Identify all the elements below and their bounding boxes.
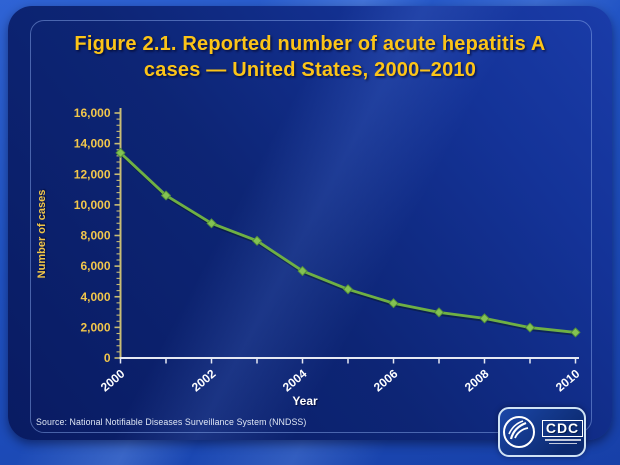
- y-axis-title: Number of cases: [36, 189, 48, 279]
- y-tick-label: 2,000: [80, 320, 110, 334]
- data-point-marker: [160, 190, 172, 201]
- data-point-marker: [433, 307, 445, 318]
- x-tick-label: 2000: [98, 366, 128, 394]
- y-tick-label: 0: [104, 351, 111, 365]
- hhs-seal-icon: [502, 416, 535, 448]
- y-tick-label: 10,000: [74, 198, 111, 212]
- y-tick-label: 8,000: [80, 229, 110, 243]
- y-tick-label: 6,000: [80, 259, 110, 273]
- data-point-marker: [342, 284, 354, 295]
- source-note: Source: National Notifiable Diseases Sur…: [36, 417, 307, 427]
- data-point-marker: [524, 322, 536, 333]
- x-tick-label: 2004: [280, 366, 310, 394]
- data-point-marker: [297, 265, 308, 277]
- x-tick-label: 2006: [371, 366, 401, 394]
- cdc-logo-text: CDC: [541, 420, 584, 437]
- data-point-marker: [115, 147, 126, 158]
- data-point-marker: [251, 235, 263, 246]
- x-tick-label: 2010: [553, 366, 583, 394]
- content-frame: [30, 20, 592, 433]
- x-tick-label: 2002: [189, 366, 219, 394]
- y-tick-label: 4,000: [80, 290, 110, 304]
- y-tick-label: 12,000: [74, 167, 111, 181]
- series-line-shadow: [120, 153, 577, 336]
- chart-title-line-1: Figure 2.1. Reported number of acute hep…: [74, 33, 546, 55]
- data-point-marker: [388, 298, 399, 309]
- chart-title-line-2: cases — United States, 2000–2010: [143, 59, 477, 81]
- chart-title: Figure 2.1. Reported number of acute hep…: [50, 31, 570, 83]
- x-tick-label: 2008: [462, 366, 492, 394]
- data-point-marker: [570, 327, 581, 338]
- cdc-microtext-line: [548, 442, 577, 444]
- x-axis-title: Year: [292, 394, 318, 408]
- cdc-hhs-logo: CDC: [498, 407, 586, 457]
- cdc-wordmark: CDC: [541, 420, 584, 444]
- data-point-marker: [206, 218, 217, 229]
- y-tick-label: 14,000: [74, 137, 111, 151]
- series-line: [119, 151, 576, 334]
- cdc-microtext-line: [544, 439, 581, 441]
- axes: 0 2,000 4,000 6,000 8,000 10,000 12,000 14,000 1…: [74, 106, 583, 394]
- data-point-marker: [479, 313, 490, 324]
- slide-panel: [8, 6, 612, 440]
- y-tick-label: 16,000: [74, 106, 111, 120]
